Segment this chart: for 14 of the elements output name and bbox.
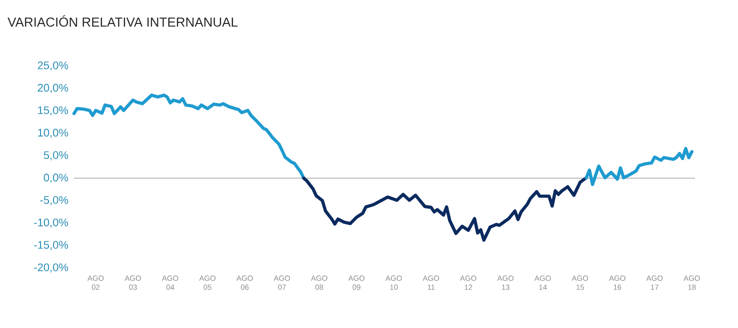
- y-tick-label: -5,0%: [40, 196, 68, 206]
- y-tick-label: 5,0%: [44, 151, 68, 160]
- line-series: [302, 176, 588, 242]
- y-tick-label: 10,0%: [38, 128, 68, 138]
- y-tick-label: 0,0%: [44, 174, 68, 183]
- y-tick-label: 20,0%: [38, 84, 68, 93]
- y-tick-label: 25,0%: [38, 61, 68, 71]
- chart-title: VARIACIÓN RELATIVA INTERNANUAL: [8, 15, 238, 27]
- line-series: [72, 94, 306, 180]
- y-tick-label: -15,0%: [34, 241, 68, 250]
- y-tick-label: -20,0%: [34, 263, 68, 273]
- y-tick-label: 15,0%: [38, 106, 68, 116]
- line-series: [584, 146, 694, 186]
- y-tick-label: -10,0%: [34, 218, 68, 228]
